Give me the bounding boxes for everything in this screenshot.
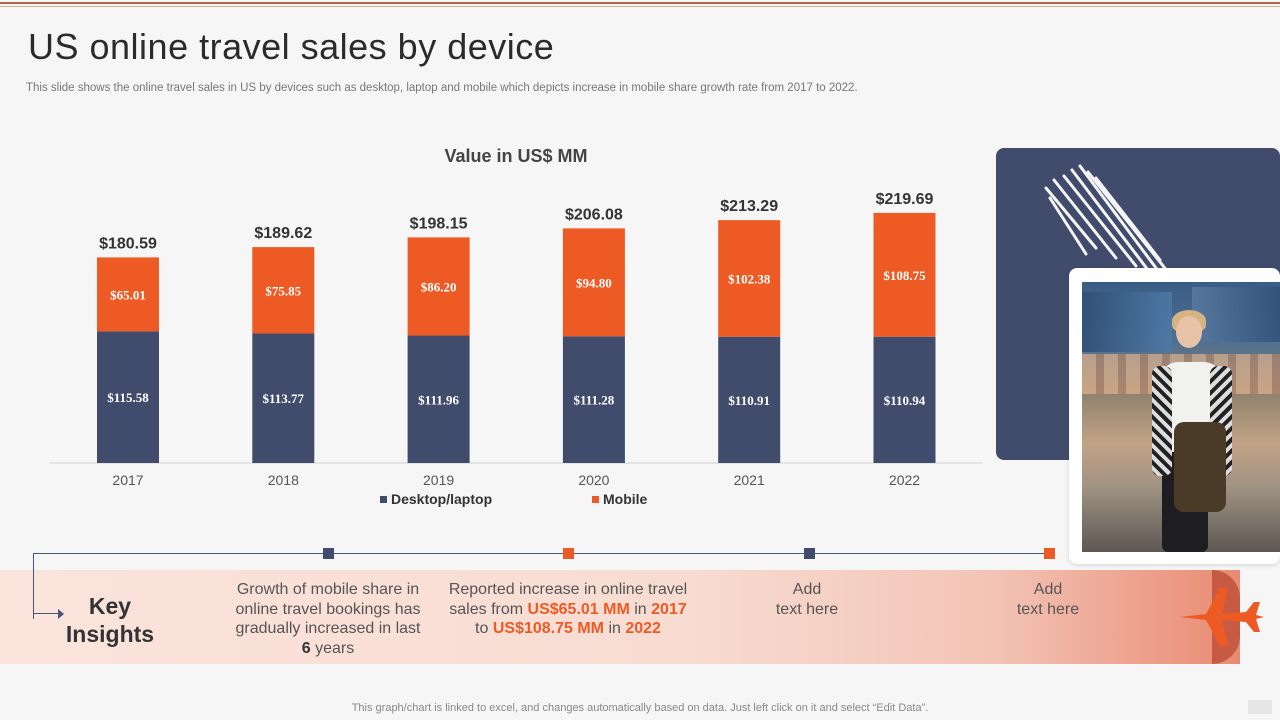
legend-mobile: Mobile [592,491,647,507]
insight-2-line2: sales from US$65.01 MM in 2017 [428,600,708,620]
bar-desktop-2022 [873,336,936,463]
bar-desktop-2018 [252,333,315,463]
insight-2-line1: Reported increase in online travel [448,581,688,598]
total-label-2017: $180.59 [99,235,157,252]
insight-4-line1: Add [1033,581,1063,598]
total-label-2019: $198.15 [410,215,468,232]
insights-band [0,570,1240,664]
insight-3-line1: Add [792,581,822,598]
timeline-marker [1044,548,1055,559]
top-rule [0,2,1280,4]
data-label-mobile-2022: $108.75 [883,268,926,283]
timeline-line [33,553,1051,554]
total-label-2021: $213.29 [720,198,778,215]
insight-1-line3: gradually increased in last [235,620,421,637]
photo-person-coat [1174,422,1226,512]
insight-item-2: Reported increase in online travel sales… [428,580,708,639]
insight-2-value-end: US$108.75 MM [492,620,605,637]
insight-2-text: sales from [449,600,528,618]
key-insights-line2: Insights [65,621,155,647]
insight-2-text: in [629,600,652,618]
insight-2-text: in [604,620,626,637]
traveler-photo [1082,282,1280,552]
data-label-desktop-2021: $110.91 [728,393,770,408]
x-tick-label-2018: 2018 [268,472,299,488]
insight-item-1: Growth of mobile share in online travel … [218,580,438,658]
data-label-desktop-2022: $110.94 [884,393,926,408]
bar-mobile-2017 [97,257,159,332]
bar-desktop-2017 [97,331,159,463]
photo-departure-board-2 [1192,287,1280,342]
data-label-desktop-2019: $111.96 [418,392,459,407]
data-label-mobile-2020: $94.80 [576,275,612,290]
x-tick-label-2017: 2017 [112,472,143,488]
insight-3-line2: text here [775,600,839,618]
timeline-connector [33,553,34,619]
page-number-tab[interactable] [1248,700,1272,714]
bar-mobile-2018 [252,247,315,334]
data-label-desktop-2017: $115.58 [107,390,149,405]
photo-person-jacket-left [1152,366,1172,476]
x-tick-label-2019: 2019 [423,472,454,488]
footnote: This graph/chart is linked to excel, and… [351,702,929,714]
total-label-2018: $189.62 [254,225,312,242]
insight-2-value-start: US$65.01 MM [527,600,630,618]
timeline-marker [563,548,574,559]
legend-desktop: Desktop/laptop [380,491,492,507]
brush-stroke-decoration [1044,164,1170,278]
bar-mobile-2019 [407,237,470,336]
x-tick-label-2022: 2022 [889,472,920,488]
bar-desktop-2021 [718,336,781,463]
total-label-2020: $206.08 [565,206,623,223]
insight-4-line2: text here [1016,600,1080,618]
key-insights-line1: Key [88,593,132,619]
insight-item-4[interactable]: Add text here [938,580,1158,619]
legend-desktop-swatch [380,496,387,503]
x-tick-label-2021: 2021 [734,472,765,488]
photo-person-head [1176,316,1202,348]
bar-mobile-2021 [718,220,781,337]
data-label-mobile-2018: $75.85 [265,283,301,298]
stacked-bar-chart[interactable]: $115.58 $65.01 $180.59 2017 $113.77 $75.85 $18… [0,0,1000,520]
timeline-marker [804,548,815,559]
bar-mobile-2022 [873,212,936,337]
insight-2-year-end: 2022 [625,620,661,637]
arrow-right-icon [58,609,64,619]
insight-item-3[interactable]: Add text here [697,580,917,619]
bar-desktop-2020 [562,336,625,463]
legend-mobile-label: Mobile [603,491,648,507]
x-tick-label-2020: 2020 [578,472,609,488]
data-label-desktop-2018: $113.77 [263,391,305,406]
insight-1-line2: online travel bookings has [235,600,421,618]
airplane-icon [1180,588,1264,646]
data-label-mobile-2021: $102.38 [728,271,771,286]
insight-1-number: 6 [301,639,311,657]
timeline-marker [323,548,334,559]
insight-2-year-start: 2017 [651,600,687,618]
insight-2-text: to [475,620,493,637]
bar-mobile-2020 [562,228,625,337]
key-insights-heading: Key Insights [60,592,160,648]
top-rule-thin [0,6,1280,7]
legend-mobile-swatch [592,496,599,503]
chart-title: Value in US$ MM [444,146,588,166]
insight-1-line1: Growth of mobile share in [236,581,420,598]
total-label-2022: $219.69 [876,191,934,208]
insight-1-tail: years [310,639,355,657]
data-label-desktop-2020: $111.28 [573,393,614,408]
insight-1-line4: 6 years [218,639,438,659]
bar-desktop-2019 [407,335,470,463]
timeline-arrow-shaft [34,613,62,614]
page-title: US online travel sales by device [28,26,555,67]
data-label-mobile-2017: $65.01 [110,287,146,302]
page-subtitle: This slide shows the online travel sales… [26,82,858,94]
data-label-mobile-2019: $86.20 [421,279,457,294]
photo-departure-board [1082,292,1172,352]
legend-desktop-label: Desktop/laptop [391,491,493,507]
insight-2-line3: to US$108.75 MM in 2022 [428,619,708,639]
